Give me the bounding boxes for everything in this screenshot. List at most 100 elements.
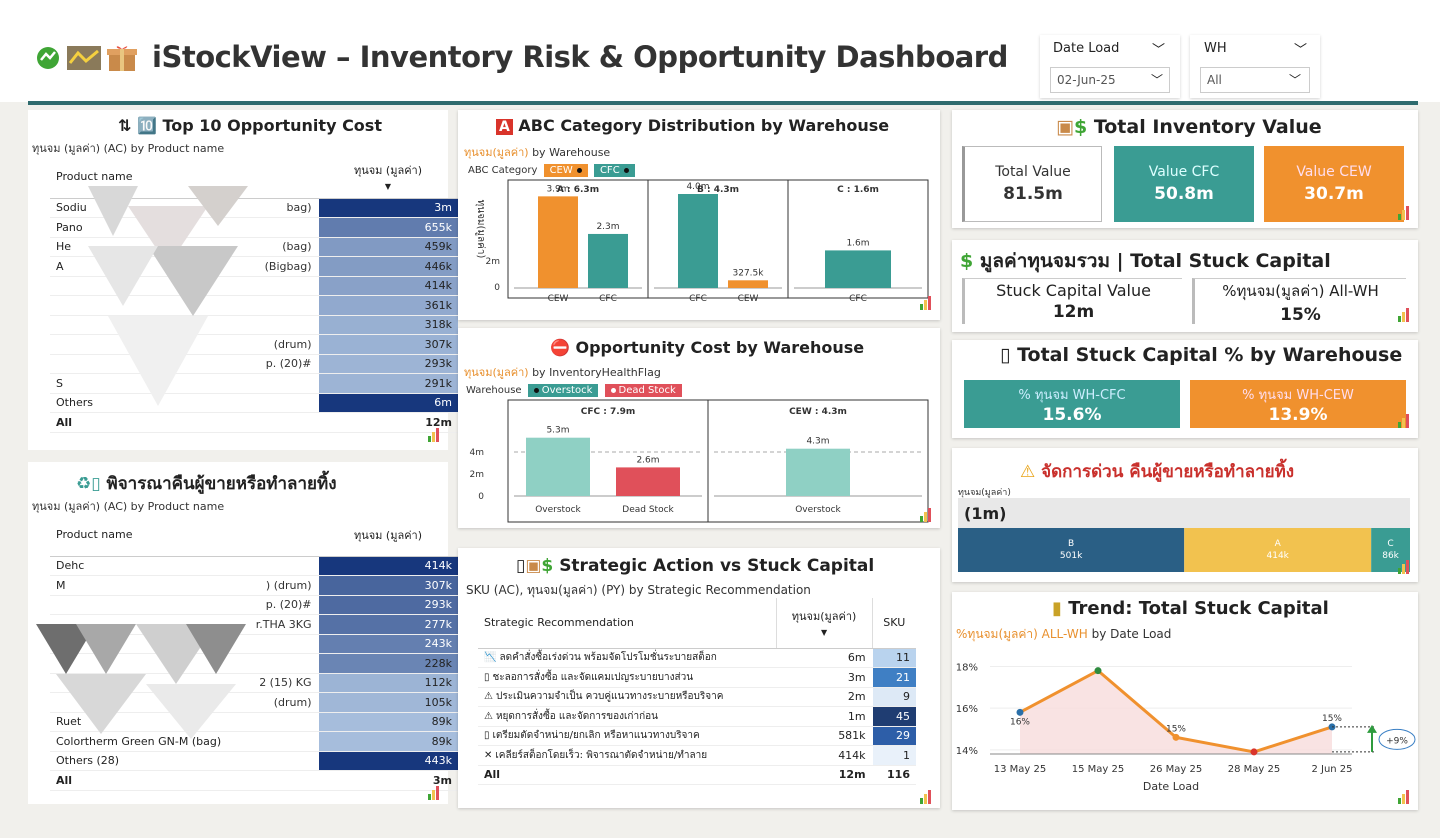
abc-panel: A ABC Category Distribution by Warehouse… [458, 110, 940, 320]
date-load-dropdown[interactable]: 02-Jun-25 ﹀ [1050, 67, 1170, 93]
legend-cew[interactable]: CEW [543, 164, 588, 177]
x-axis-label: Date Load [1143, 780, 1199, 793]
wh-dropdown[interactable]: All ﹀ [1200, 67, 1310, 93]
col-recommendation[interactable]: Strategic Recommendation [478, 598, 776, 649]
kpi-stuck-value[interactable]: Stuck Capital Value 12m [962, 278, 1182, 324]
kpi-total-value[interactable]: Total Value 81.5m [962, 146, 1102, 222]
powerbi-visual-icon [920, 296, 932, 310]
table-row[interactable]: Sodiu bag) 3m [50, 198, 458, 218]
recommendation-cell: ▯ ชะลอการสั่งซื้อ และจัดแคมเปญระบายบางส่ว… [478, 667, 776, 688]
segment-category: B [1068, 539, 1074, 549]
bar [728, 280, 768, 288]
abc-chart[interactable]: ทุนจม(มูลค่า)2m 0 A : 6.3m3.9m CEW 2.3m CFC B … [458, 174, 940, 314]
table-row[interactable]: ✕ เคลียร์สต็อกโดยเร็ว: พิจารณาตัดจำหน่าย/… [478, 745, 916, 766]
product-name-cell: 2 (15) KG [50, 673, 318, 693]
col-sku[interactable]: SKU [871, 598, 916, 649]
trend-chart[interactable]: 18% 16% 14% 16% 13 May 25 15 May 25 15% 26 May … [952, 646, 1418, 806]
table-row[interactable]: 📉 ลดคำสั่งซื้อเร่งด่วน พร้อมจัดโปรโมชั่นร… [478, 648, 916, 668]
powerbi-visual-icon [1398, 790, 1410, 804]
product-name-tail: (drum) [273, 337, 312, 351]
table-row[interactable]: 361k [50, 295, 458, 316]
urgent-chart[interactable]: B 501k A 414k C 86k [958, 528, 1410, 574]
product-name-tail: p. (20)# [265, 357, 312, 371]
col-product-name[interactable]: Product name [50, 156, 318, 199]
table-row[interactable]: ⚠ หยุดการสั่งซื้อ และจัดการของเก่าก่อน 1m 4… [478, 706, 916, 727]
col-product-name[interactable]: Product name [50, 514, 318, 557]
col-stuck-value[interactable]: ทุนจม (มูลค่า) ▼ [318, 156, 458, 199]
table-row[interactable]: Dehc 414k [50, 556, 458, 576]
top10-subtitle: ทุนจม (มูลค่า) (AC) by Product name [32, 142, 225, 155]
date-load-slicer[interactable]: Date Load ﹀ 02-Jun-25 ﹀ [1040, 35, 1180, 98]
table-row[interactable]: (drum) 307k [50, 334, 458, 355]
table-row[interactable]: ▯ ชะลอการสั่งซื้อ และจัดแคมเปญระบายบางส่ว… [478, 667, 916, 688]
stuck-value-cell: 307k [317, 334, 458, 355]
total-sku: 116 [871, 764, 916, 785]
product-name-cell [50, 295, 318, 316]
table-row[interactable]: Colortherm Green GN-M (bag) 89k [50, 731, 458, 752]
table-row[interactable]: 318k [50, 315, 458, 335]
stuck-value-cell: 277k [317, 614, 458, 635]
table-row[interactable]: ⚠ ประเมินความจำเป็น ควบคู่แนวทางระบายหรือ… [478, 687, 916, 707]
powerbi-visual-icon [1398, 560, 1410, 574]
stuck-value-cell: 307k [317, 575, 458, 596]
table-row[interactable]: 414k [50, 276, 458, 296]
total-value: 12m [317, 412, 458, 433]
col-stuck-value[interactable]: ทุนจม(มูลค่า) ▼ [775, 598, 873, 649]
sku-cell: 29 [871, 726, 916, 746]
date-load-value: 02-Jun-25 [1057, 73, 1116, 87]
chevron-down-icon[interactable]: ﹀ [1152, 43, 1166, 58]
table-row[interactable]: Others (28) 443k [50, 751, 458, 771]
kpi-value-cew[interactable]: Value CEW 30.7m [1264, 146, 1404, 222]
table-row[interactable]: 243k [50, 634, 458, 654]
legend-cfc[interactable]: CFC [593, 164, 635, 177]
row-icon: ✕ [484, 749, 493, 761]
table-row[interactable]: p. (20)# 293k [50, 595, 458, 615]
abc-subtitle: ทุนจม(มูลค่า) by Warehouse [464, 146, 611, 159]
strategic-table[interactable]: Strategic Recommendation ทุนจม(มูลค่า) ▼ … [478, 598, 916, 785]
stuck-pct-title: ▯ Total Stuck Capital % by Warehouse [1000, 344, 1403, 366]
y-tick-label: 2m [486, 257, 501, 267]
table-row[interactable]: He (bag) 459k [50, 237, 458, 257]
product-name-cell: r.THA 3KG [50, 614, 318, 635]
product-name-cell [50, 315, 318, 335]
table-row[interactable]: r.THA 3KG 277k [50, 614, 458, 635]
kpi-pct-cew[interactable]: % ทุนจม WH-CEW 13.9% [1190, 380, 1406, 428]
product-name-tail: (drum) [273, 695, 312, 709]
segment-value: 414k [1267, 551, 1290, 561]
product-name-cell [50, 634, 318, 654]
recommendation-text: ชะลอการสั่งซื้อ และจัดแคมเปญระบายบางส่วน [492, 671, 694, 683]
bar [678, 194, 718, 288]
recommendation-cell: ▯ เตรียมตัดจำหน่าย/ยกเลิก หรือหาแนวทางบริ… [478, 726, 776, 746]
sku-cell: 9 [871, 687, 916, 707]
legend-deadstock[interactable]: Dead Stock [604, 384, 682, 397]
product-name-cell: Others [50, 393, 318, 413]
top10-table[interactable]: Product name ทุนจม (มูลค่า) ▼ Sodiu bag) 3m… [50, 156, 458, 433]
return-table[interactable]: Product name ทุนจม (มูลค่า) Dehc 414k M) (… [50, 514, 458, 791]
kpi-value-cfc[interactable]: Value CFC 50.8m [1114, 146, 1254, 222]
kpi-stuck-pct[interactable]: %ทุนจม(มูลค่า) All-WH 15% [1192, 278, 1406, 325]
table-row[interactable]: ▯ เตรียมตัดจำหน่าย/ยกเลิก หรือหาแนวทางบริ… [478, 726, 916, 746]
total-inv-panel: ▣$ Total Inventory Value Total Value 81.5… [952, 110, 1418, 228]
table-row[interactable]: 2 (15) KG 112k [50, 673, 458, 693]
table-row[interactable]: A (Bigbag) 446k [50, 256, 458, 277]
opp-chart[interactable]: 4m 2m 0 CFC : 7.9m 5.3m Overstock 2.6m Dead Sto… [458, 396, 940, 526]
bar [538, 196, 578, 288]
table-row[interactable]: Ruet 89k [50, 712, 458, 732]
table-row[interactable]: M) (drum) 307k [50, 575, 458, 596]
table-row[interactable]: Pano 655k [50, 217, 458, 238]
area-fill [1020, 670, 1332, 754]
powerbi-visual-icon [920, 508, 932, 522]
product-name-cell: Dehc [50, 556, 318, 576]
table-row[interactable]: p. (20)# 293k [50, 354, 458, 374]
powerbi-visual-icon [428, 786, 440, 800]
legend-overstock[interactable]: Overstock [527, 384, 599, 397]
col-stuck-value[interactable]: ทุนจม (มูลค่า) [318, 514, 458, 557]
wh-slicer[interactable]: WH ﹀ All ﹀ [1190, 35, 1320, 98]
table-row[interactable]: Others 6m [50, 393, 458, 413]
table-row[interactable]: S 291k [50, 373, 458, 394]
kpi-pct-cfc[interactable]: % ทุนจม WH-CFC 15.6% [964, 380, 1180, 428]
table-row[interactable]: (drum) 105k [50, 692, 458, 713]
table-row[interactable]: 228k [50, 653, 458, 674]
stuck-title: $ มูลค่าทุนจมรวม | Total Stuck Capital [960, 250, 1331, 272]
chevron-down-icon[interactable]: ﹀ [1294, 43, 1308, 58]
